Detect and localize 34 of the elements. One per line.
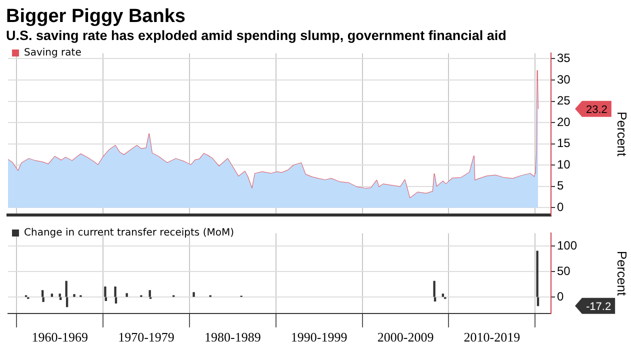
x-tick-label: 1980-1989 <box>204 330 261 345</box>
y-axis-title: Percent <box>614 112 630 157</box>
chart-title: Bigger Piggy Banks <box>6 6 186 27</box>
y-tick-label: 5 <box>557 178 564 193</box>
y-tick-label: 10 <box>557 157 571 172</box>
legend-label: Change in current transfer receipts (MoM) <box>24 228 234 239</box>
chart-subtitle: U.S. saving rate has exploded amid spending slump, government financial aid <box>6 27 508 44</box>
y-tick-label: 30 <box>557 72 571 86</box>
y-tick-label: 15 <box>557 136 571 150</box>
x-tick-label: 2000-2009 <box>377 330 434 345</box>
y-tick-label: 25 <box>557 94 571 108</box>
x-tick-label: 1960-1969 <box>32 330 88 345</box>
y-tick-label: 100 <box>557 238 578 252</box>
y-tick-label: 50 <box>557 264 571 278</box>
x-tick-label: 1970-1979 <box>118 330 174 345</box>
x-tick-label: 2010-2019 <box>464 330 520 345</box>
bar <box>58 294 61 297</box>
text: 23.2 <box>586 104 608 116</box>
x-tick-label: 1990-1999 <box>290 330 348 345</box>
bar <box>192 292 195 297</box>
bar <box>442 294 444 297</box>
text: -17.2 <box>586 300 612 313</box>
bar <box>60 297 62 300</box>
y-tick-label: 0 <box>557 289 564 304</box>
y-tick-label: 20 <box>557 114 571 129</box>
bar <box>126 293 128 297</box>
bar <box>73 294 76 297</box>
bar <box>104 286 106 297</box>
y-tick-label: 35 <box>557 51 571 66</box>
y-axis-title: Percent <box>614 250 630 296</box>
y-tick-label: 0 <box>557 200 564 214</box>
bar <box>50 294 54 297</box>
bar <box>148 290 151 297</box>
legend-label: Saving rate <box>24 48 82 59</box>
